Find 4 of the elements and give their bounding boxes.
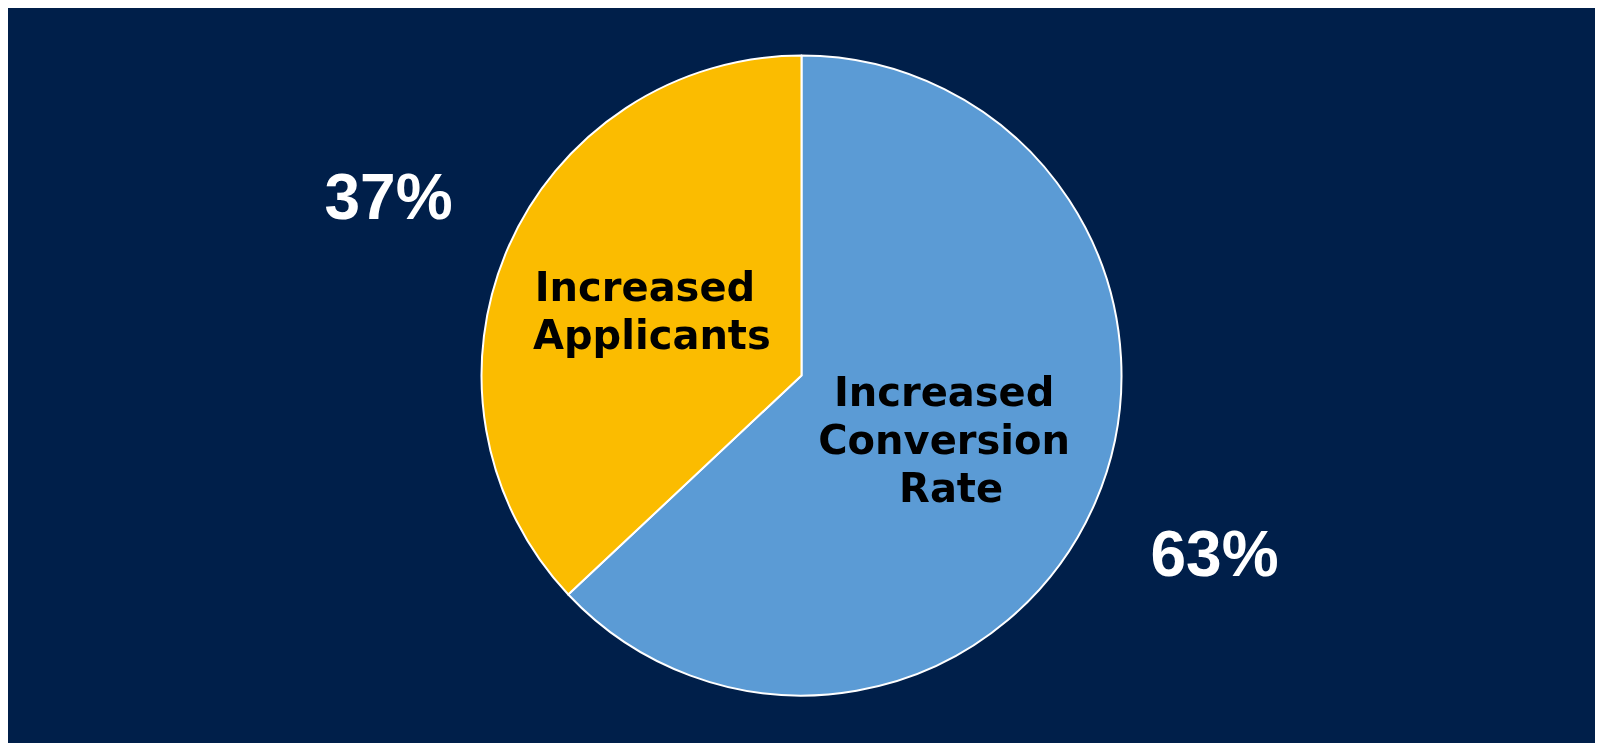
slice-label: Increased Applicants [533, 263, 771, 358]
data-label: 63% [1150, 518, 1279, 591]
slice-label: Increased Conversion Rate [818, 369, 1084, 512]
data-label: 37% [324, 160, 453, 233]
